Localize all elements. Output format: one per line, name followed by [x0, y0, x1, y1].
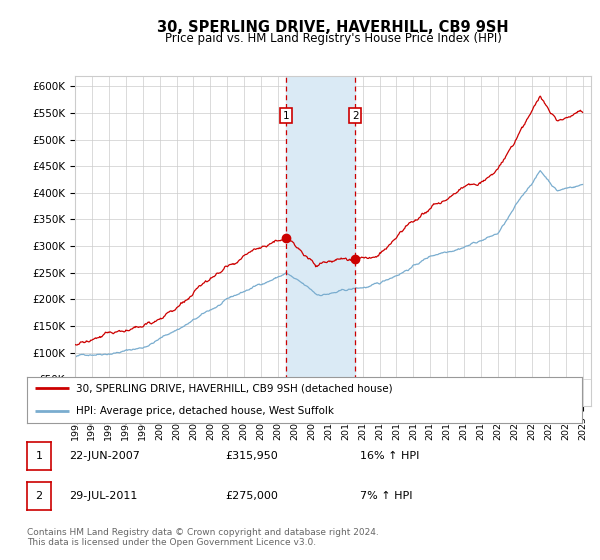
Text: 30, SPERLING DRIVE, HAVERHILL, CB9 9SH: 30, SPERLING DRIVE, HAVERHILL, CB9 9SH [157, 20, 509, 35]
Text: 7% ↑ HPI: 7% ↑ HPI [360, 491, 413, 501]
Text: Contains HM Land Registry data © Crown copyright and database right 2024.
This d: Contains HM Land Registry data © Crown c… [27, 528, 379, 547]
Text: 29-JUL-2011: 29-JUL-2011 [69, 491, 137, 501]
Text: 2: 2 [35, 491, 43, 501]
Text: £275,000: £275,000 [225, 491, 278, 501]
Bar [286, 76, 355, 406]
Text: 16% ↑ HPI: 16% ↑ HPI [360, 451, 419, 461]
Text: 1: 1 [283, 110, 289, 120]
Text: 22-JUN-2007: 22-JUN-2007 [69, 451, 140, 461]
Text: 2: 2 [352, 110, 359, 120]
Text: Price paid vs. HM Land Registry's House Price Index (HPI): Price paid vs. HM Land Registry's House … [164, 32, 502, 45]
Text: 30, SPERLING DRIVE, HAVERHILL, CB9 9SH (detached house): 30, SPERLING DRIVE, HAVERHILL, CB9 9SH (… [76, 384, 392, 393]
Text: £315,950: £315,950 [225, 451, 278, 461]
Text: HPI: Average price, detached house, West Suffolk: HPI: Average price, detached house, West… [76, 407, 334, 416]
Text: 1: 1 [35, 451, 43, 461]
